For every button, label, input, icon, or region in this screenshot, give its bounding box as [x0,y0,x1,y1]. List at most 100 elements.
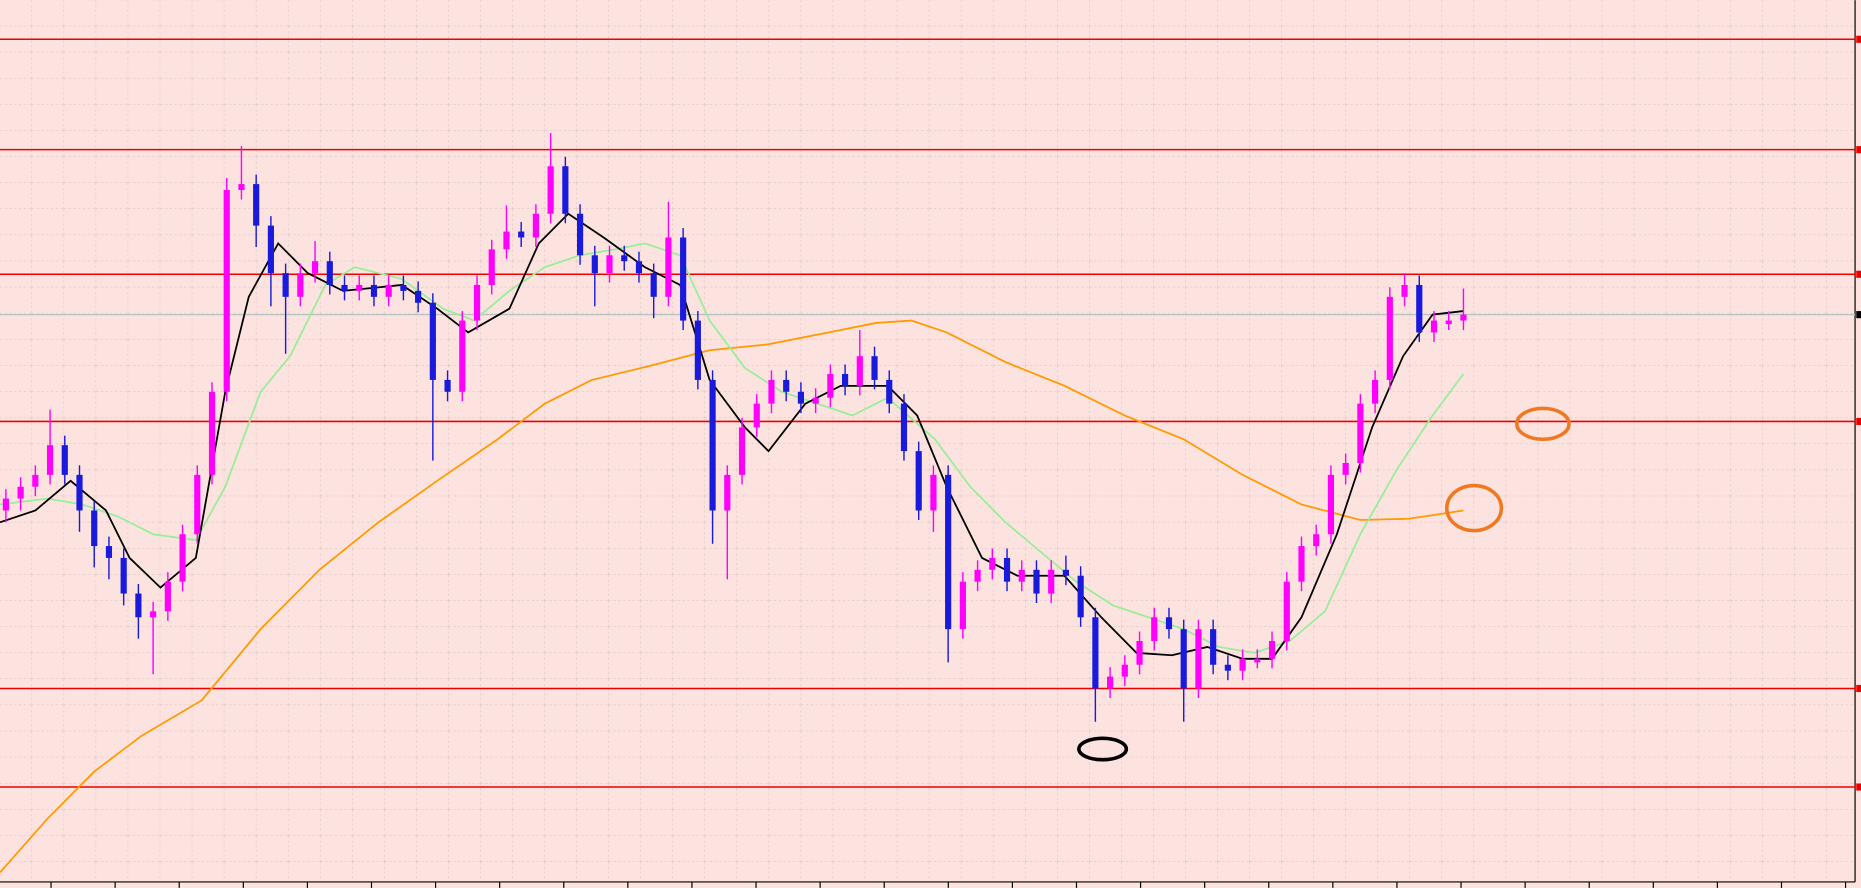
candle-body [61,445,68,475]
candle-body [591,255,598,274]
candle-body [1077,575,1084,618]
candle-body [724,474,731,511]
candle-body [694,320,701,380]
candle-body [871,356,878,380]
candle-body [17,486,24,499]
candle-body [429,302,436,380]
candle-body [562,166,569,214]
candle-body [1210,629,1217,665]
candle-body [915,451,922,511]
candle-body [150,611,157,618]
candle-body [1268,641,1276,659]
candle-body [1416,284,1423,333]
candle-body [1165,617,1173,630]
candle-body [400,284,407,291]
level-marker [1856,270,1861,278]
candle-body [164,581,171,612]
candle-body [91,510,98,547]
candle-body [1386,296,1393,380]
candle-body [415,290,422,303]
annotation-circle [1445,483,1504,533]
candle-body [841,373,849,386]
candle-body [650,273,657,297]
candle-body [797,391,805,404]
candle-body [606,255,613,274]
candle-body [680,237,687,321]
candle-body [576,213,584,256]
price-marker [1856,311,1861,319]
candle-body [459,320,466,392]
candle-body [1003,557,1011,582]
candle-body [194,474,201,535]
candle-body [518,231,525,238]
candle-body [1357,403,1364,463]
candle-body [753,403,760,428]
candle-body [1401,284,1408,297]
candle-body [1121,664,1128,677]
candle-body [547,166,554,214]
candle-body [444,379,451,392]
candle-body [238,184,245,191]
level-marker [1856,35,1861,43]
candle-body [1062,569,1070,576]
candle-body [223,190,230,392]
candle-body [621,255,628,262]
candle-body [267,225,274,274]
candle-body [768,379,775,404]
candle-body [974,569,981,582]
level-marker [1856,684,1861,693]
candle-body [488,249,495,285]
candle-body [1092,617,1099,689]
moving-average [0,319,1464,874]
candle-body [1342,462,1349,475]
candle-body [46,445,54,475]
candle-body [179,534,186,582]
candle-body [253,184,260,226]
candle-body [1033,569,1040,594]
candle-body [945,474,952,630]
candle-body [989,557,996,570]
candle-body [886,379,893,404]
candle-body [473,284,481,321]
candle-body [1180,629,1187,689]
candle-body [385,284,392,297]
candle-body [1254,658,1261,663]
candle-body [1107,676,1114,689]
candle-body [120,557,127,594]
candle-body [208,391,216,475]
candle-body [1460,314,1467,321]
candle-body [812,397,819,404]
candle-body [1239,658,1246,671]
candle-body [783,379,790,392]
candle-body [856,356,863,386]
candle-body [370,284,378,297]
candle-body [76,474,83,511]
candle-body [738,427,746,475]
candle-body [356,284,363,291]
candle-body [297,273,304,297]
candle-body [105,546,113,558]
candle-body [1151,617,1158,642]
candle-body [1430,320,1438,333]
candle-body [1136,641,1143,665]
candle-body [900,403,908,452]
candle-body [1372,379,1379,404]
candle-body [503,231,510,250]
candle-body [709,379,716,511]
candle-body [1224,664,1231,671]
candle-body [135,593,142,618]
level-marker [1856,417,1861,426]
moving-average [0,242,1465,654]
candle-body [959,581,966,630]
candle-body [1445,320,1452,325]
candle-body [1313,534,1320,547]
annotation-ellipse [1515,406,1571,442]
candle-body [1327,474,1335,535]
candle-body [32,474,39,487]
candle-body [282,273,289,297]
candle-body [1298,546,1305,582]
candle-body [1283,581,1290,642]
bottom-ticks [50,881,1847,888]
